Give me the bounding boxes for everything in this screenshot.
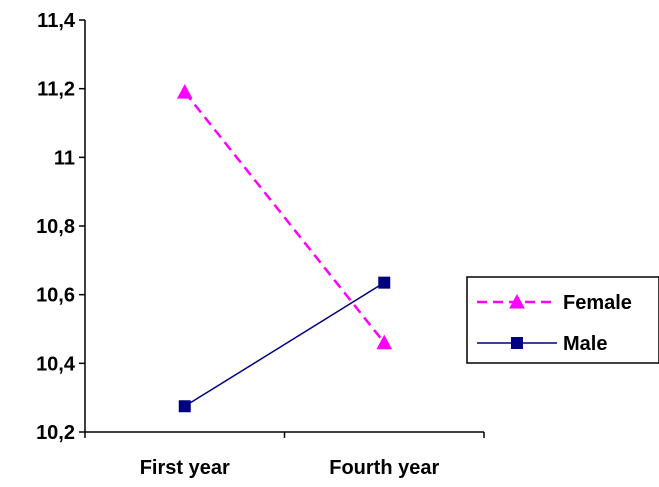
series-layer bbox=[176, 84, 393, 413]
x-category-label: First year bbox=[140, 457, 230, 479]
legend-box bbox=[466, 276, 659, 364]
data-point bbox=[378, 276, 391, 289]
legend-marker bbox=[511, 337, 523, 349]
series-female bbox=[176, 84, 393, 350]
legend: Female Male bbox=[466, 276, 659, 364]
y-tick-label: 11 bbox=[54, 147, 75, 169]
y-tick-label: 10,4 bbox=[36, 353, 76, 375]
x-category-label: Fourth year bbox=[329, 457, 439, 479]
data-point bbox=[178, 400, 191, 413]
y-tick-label: 10,8 bbox=[36, 216, 75, 238]
series-line bbox=[183, 91, 386, 344]
chart-axes bbox=[84, 20, 484, 433]
series-male bbox=[178, 276, 391, 413]
y-tick-label: 11,2 bbox=[37, 79, 75, 101]
data-point bbox=[176, 84, 193, 99]
y-tick-label: 10,6 bbox=[36, 285, 75, 307]
y-tick-label: 11,4 bbox=[37, 10, 76, 32]
legend-label: Male bbox=[563, 333, 607, 355]
y-axis-ticks: 10,2 10,4 10,6 10,8 11 11,2 11,4 bbox=[36, 10, 85, 444]
legend-marker bbox=[509, 293, 525, 309]
x-axis-ticks: First year Fourth year bbox=[84, 432, 485, 479]
series-line bbox=[184, 282, 385, 407]
data-point bbox=[376, 334, 393, 350]
legend-label: Female bbox=[563, 292, 632, 314]
y-tick-label: 10,2 bbox=[36, 422, 75, 444]
